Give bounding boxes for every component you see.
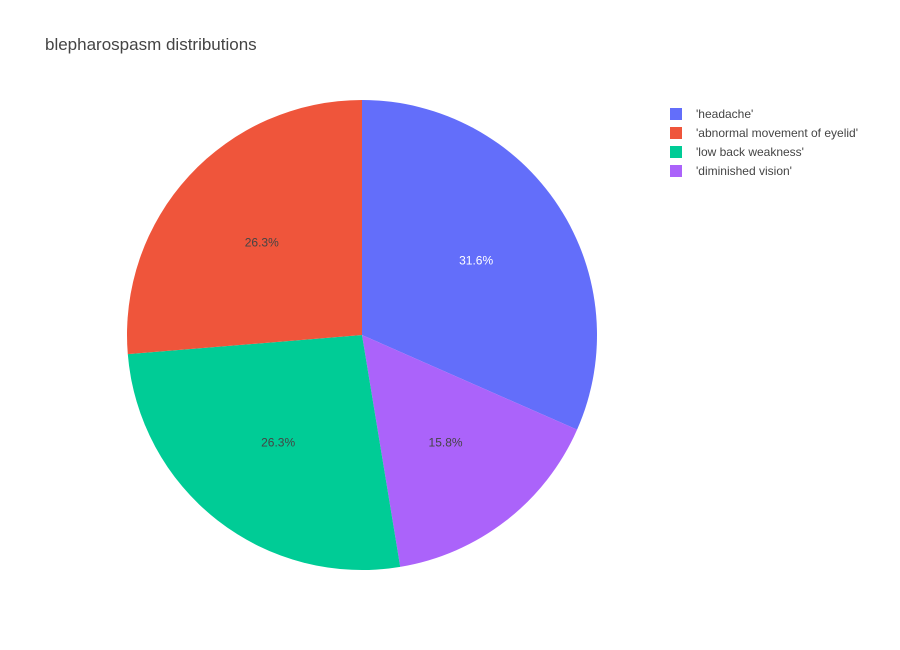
legend-swatch [670, 108, 682, 120]
pie-slice-diminished-vision[interactable] [362, 335, 578, 567]
legend: 'headache' 'abnormal movement of eyelid' '… [670, 107, 858, 178]
legend-item-diminished-vision[interactable]: 'diminished vision' [670, 164, 792, 178]
pie-slice-label-headache: 31.6% [459, 254, 493, 268]
pie-slices [127, 100, 597, 571]
legend-item-abnormal-movement-of-eyelid[interactable]: 'abnormal movement of eyelid' [670, 126, 858, 140]
legend-item-low-back-weakness[interactable]: 'low back weakness' [670, 145, 804, 159]
pie-slice-abnormal-movement-of-eyelid[interactable] [127, 100, 362, 355]
pie-slice-label-diminished-vision: 15.8% [429, 436, 463, 450]
pie-slice-headache[interactable] [362, 100, 597, 430]
legend-swatch [670, 165, 682, 177]
chart-title: blepharospasm distributions [45, 35, 257, 54]
pie-slice-label-low-back-weakness: 26.3% [261, 435, 295, 449]
legend-swatch [670, 127, 682, 139]
pie-slice-label-abnormal-movement-of-eyelid: 26.3% [245, 236, 279, 250]
legend-swatch [670, 146, 682, 158]
legend-label: 'abnormal movement of eyelid' [696, 126, 858, 140]
pie-slice-labels: 31.6% 15.8% 26.3% 26.3% [245, 236, 494, 450]
legend-label: 'diminished vision' [696, 164, 792, 178]
legend-label: 'headache' [696, 107, 753, 121]
legend-item-headache[interactable]: 'headache' [670, 107, 753, 121]
pie-slice-low-back-weakness[interactable] [127, 335, 401, 571]
legend-label: 'low back weakness' [696, 145, 804, 159]
